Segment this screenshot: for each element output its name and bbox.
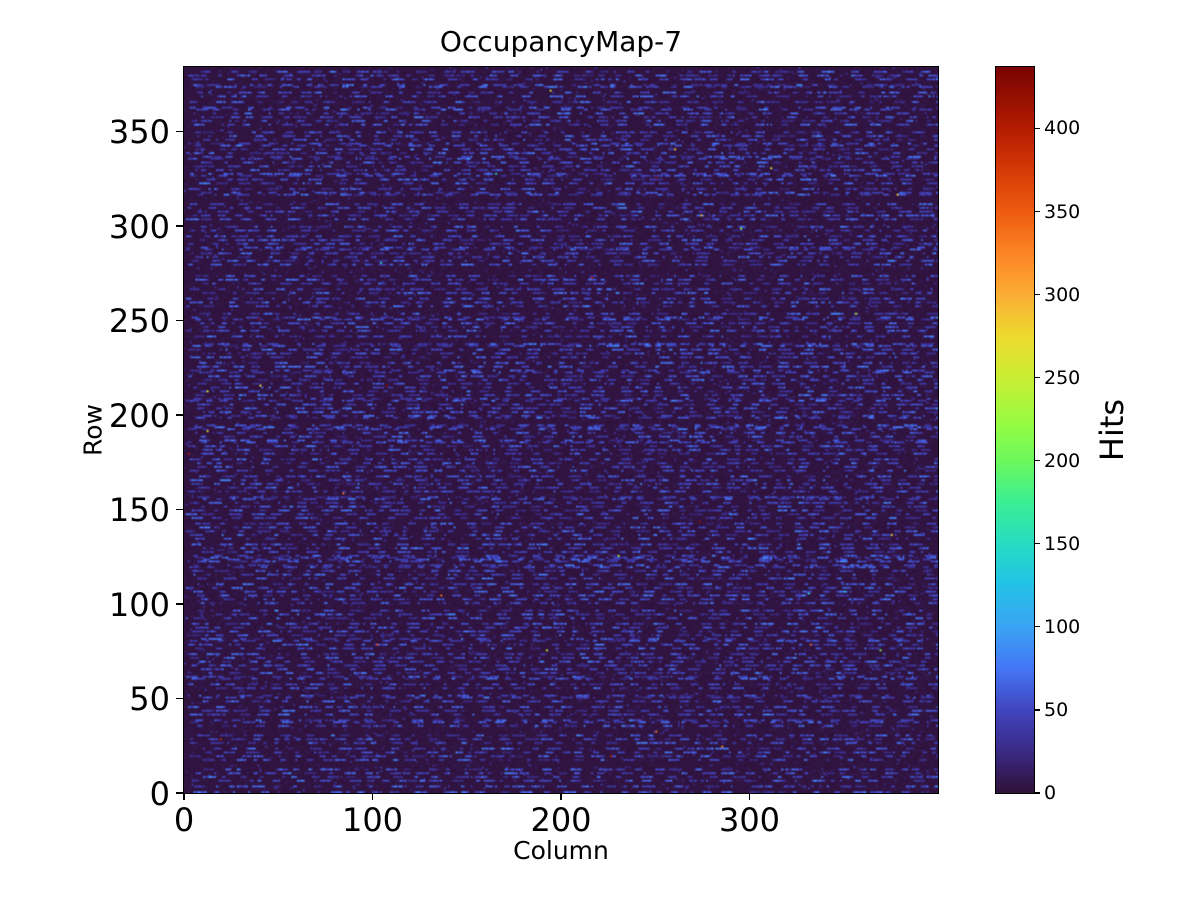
colorbar-tick-label: 250 [1044,366,1081,389]
y-tick-mark [176,603,183,605]
x-tick-mark [371,793,374,800]
y-tick-label: 350 [108,113,170,152]
colorbar-tick-mark [1034,792,1040,794]
colorbar-tick-mark [1034,543,1040,545]
x-tick-label: 100 [341,801,404,839]
x-axis-label: Column [513,836,609,865]
x-tick-mark [183,793,185,800]
colorbar-tick-label: 200 [1044,449,1081,472]
colorbar-tick-mark [1034,377,1040,379]
y-tick-label: 150 [108,491,170,530]
colorbar-tick-label: 0 [1044,782,1057,804]
x-tick-label: 300 [718,801,781,839]
y-tick-label: 250 [108,302,170,341]
y-tick-mark [176,225,183,227]
colorbar-tick-label: 300 [1044,283,1081,306]
colorbar-tick-mark [1034,709,1040,711]
y-tick-mark [176,508,183,511]
colorbar-tick-mark [1034,210,1040,213]
colorbar-tick-mark [1034,127,1040,130]
y-tick-mark [176,697,183,700]
colorbar-tick-mark [1034,626,1040,628]
chart-title: OccupancyMap-7 [439,25,683,58]
plot-area [183,66,939,794]
y-tick-label: 100 [108,585,170,624]
x-tick-label: 0 [173,801,195,839]
heatmap-canvas [184,67,938,793]
y-tick-label: 300 [108,207,170,246]
colorbar [995,66,1035,794]
y-tick-mark [176,319,183,322]
x-tick-label: 200 [530,801,592,839]
colorbar-tick-mark [1034,460,1040,462]
colorbar-tick-label: 350 [1044,200,1081,223]
y-axis-label: Row [78,404,108,456]
colorbar-gradient [996,67,1034,793]
y-tick-label: 0 [149,775,170,813]
y-tick-mark [176,414,183,416]
colorbar-tick-mark [1034,294,1040,296]
x-tick-mark [748,793,751,800]
colorbar-label: Hits [1093,398,1131,462]
colorbar-tick-label: 150 [1044,532,1081,555]
x-tick-mark [560,793,562,800]
colorbar-tick-label: 100 [1044,615,1081,638]
colorbar-tick-label: 50 [1044,698,1069,721]
y-tick-mark [176,130,183,133]
y-tick-label: 50 [129,680,170,719]
y-tick-mark [176,792,183,794]
colorbar-tick-label: 400 [1044,117,1081,140]
y-tick-label: 200 [108,396,170,435]
